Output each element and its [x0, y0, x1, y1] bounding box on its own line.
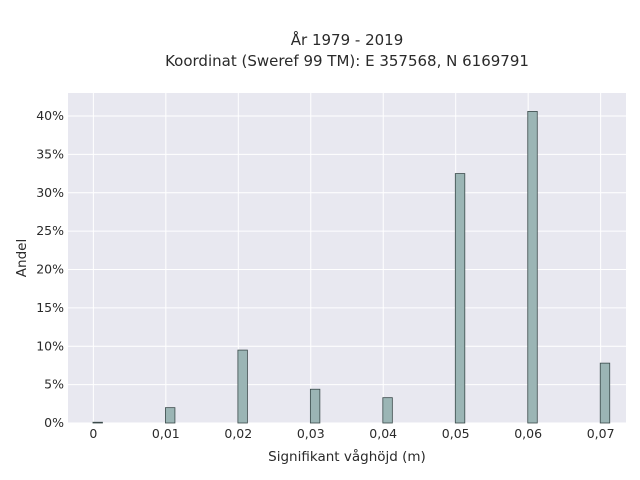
y-tick-label: 40% [36, 108, 64, 123]
bar [599, 362, 611, 424]
chart-subtitle: Koordinat (Sweref 99 TM): E 357568, N 61… [165, 52, 529, 70]
y-tick-label: 5% [44, 377, 64, 392]
x-tick-label: 0,06 [514, 426, 542, 441]
bar [527, 111, 538, 424]
bar [454, 173, 466, 424]
x-tick-label: 0,02 [224, 426, 252, 441]
x-tick-label: 0,01 [152, 426, 180, 441]
x-tick-label: 0,05 [442, 426, 470, 441]
x-tick-label: 0 [89, 426, 97, 441]
y-tick-label: 0% [44, 415, 64, 430]
x-tick-label: 0,03 [297, 426, 325, 441]
bar [237, 349, 248, 424]
y-tick-label: 15% [36, 300, 64, 315]
y-axis-label: Andel [14, 239, 30, 277]
x-tick-label: 0,04 [369, 426, 397, 441]
y-tick-label: 25% [36, 223, 64, 238]
bar [382, 397, 393, 424]
y-tick-label: 30% [36, 185, 64, 200]
grid [68, 93, 626, 424]
bar [92, 421, 103, 424]
x-axis-label: Signifikant våghöjd (m) [268, 448, 426, 465]
bars [92, 111, 611, 424]
bar [309, 388, 321, 424]
chart-title: År 1979 - 2019 [291, 30, 404, 49]
y-tick-label: 35% [36, 146, 64, 161]
y-axis-ticks: 0% 5% 10% 15% 20% 25% 30% 35% 40% [36, 108, 64, 430]
y-tick-label: 10% [36, 338, 64, 353]
x-axis-ticks: 0 0,01 0,02 0,03 0,04 0,05 0,06 0,07 [89, 426, 614, 441]
x-tick-label: 0,07 [587, 426, 615, 441]
bar [165, 407, 176, 424]
y-tick-label: 20% [36, 262, 64, 277]
plot-area [68, 93, 626, 423]
